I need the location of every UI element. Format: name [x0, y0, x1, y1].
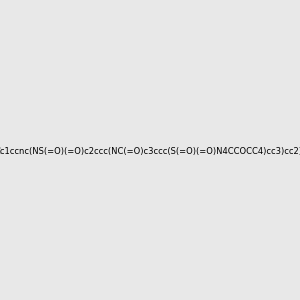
- Text: Cc1ccnc(NS(=O)(=O)c2ccc(NC(=O)c3ccc(S(=O)(=O)N4CCOCC4)cc3)cc2)n1: Cc1ccnc(NS(=O)(=O)c2ccc(NC(=O)c3ccc(S(=O…: [0, 147, 300, 156]
